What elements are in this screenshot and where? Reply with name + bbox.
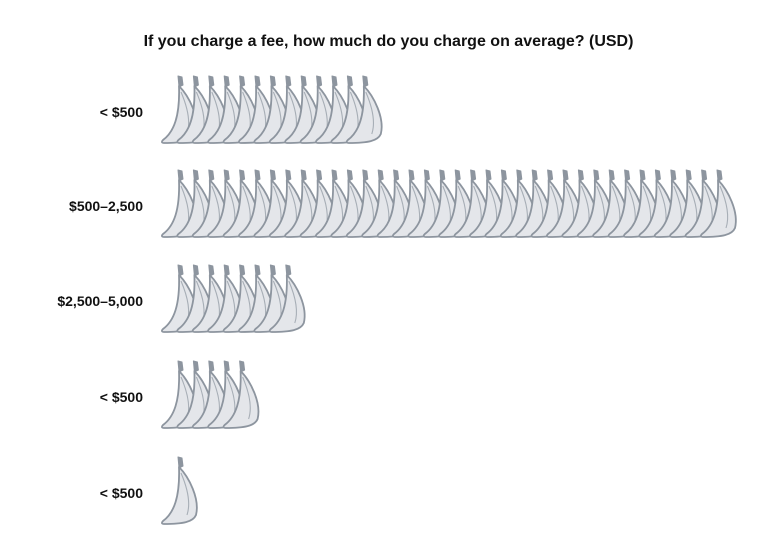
pictogram-row: < $500: [100, 360, 260, 429]
pictogram-row: $2,500–5,000: [57, 264, 306, 333]
category-label: < $500: [100, 104, 143, 120]
category-label: < $500: [100, 485, 143, 501]
category-label: $500–2,500: [69, 198, 143, 214]
banana-icon: [161, 456, 198, 525]
category-label: < $500: [100, 389, 143, 405]
chart-title: If you charge a fee, how much do you cha…: [143, 33, 634, 50]
pictogram-row: < $500: [100, 75, 383, 144]
category-label: $2,500–5,000: [57, 293, 143, 309]
pictogram-row: $500–2,500: [69, 169, 737, 238]
pictogram-row: < $500: [100, 456, 198, 525]
